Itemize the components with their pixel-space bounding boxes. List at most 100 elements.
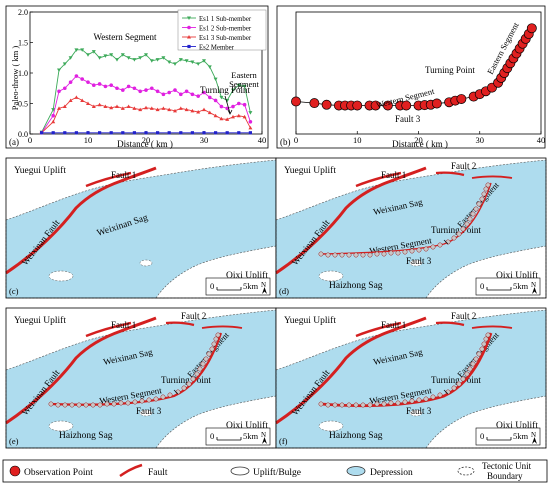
y-axis-label: Paleo-throw ( km )	[10, 46, 20, 111]
haizhong-sag-label: Haizhong Sag	[329, 431, 383, 441]
y-tick-label-a: 1.5	[18, 39, 28, 48]
x-tick-label-a: 20	[142, 135, 151, 145]
data-point	[144, 53, 148, 57]
data-point	[207, 110, 212, 115]
western-segment-label: Western Segment	[93, 32, 157, 42]
yuegui-uplift-label: Yuegui Uplift	[284, 315, 336, 326]
data-point	[138, 89, 142, 94]
observation-point	[409, 398, 415, 404]
data-point	[103, 104, 108, 109]
data-point	[51, 113, 55, 118]
observation-point	[318, 251, 324, 257]
observation-point	[526, 23, 537, 34]
data-point	[109, 105, 114, 110]
data-point	[173, 108, 177, 113]
fault-trace-chart: 0 10 20 30 40	[291, 11, 546, 145]
observation-point	[467, 216, 473, 222]
observation-point	[456, 94, 467, 104]
fault-2-line	[471, 325, 513, 329]
map-frame	[275, 157, 547, 299]
observation-point	[360, 402, 366, 408]
observation-point	[481, 341, 487, 347]
observation-point	[451, 235, 457, 241]
data-point	[202, 131, 206, 135]
data-point	[86, 53, 90, 57]
observation-point	[200, 361, 206, 367]
fault-1-label: Fault 1	[111, 320, 136, 330]
fault-2-line	[165, 321, 195, 327]
data-point	[225, 131, 229, 135]
panel-a: 0 10 20 30 40 0.0 0.5 1.0 1.5 2.0 (a) Paleo-throw…	[5, 5, 269, 149]
observation-point	[423, 246, 429, 252]
data-point	[219, 95, 224, 100]
observation-point	[291, 96, 301, 107]
data-point	[109, 53, 114, 57]
observation-point	[186, 381, 192, 387]
legend-observation-point: Observation Point	[24, 468, 93, 478]
data-point	[237, 131, 241, 135]
data-point	[51, 131, 55, 135]
observation-point	[479, 196, 485, 202]
data-point	[132, 58, 137, 62]
observation-point	[325, 402, 331, 408]
fault-2-label: Fault 2	[451, 161, 476, 171]
data-point	[214, 131, 218, 135]
data-point	[86, 101, 90, 105]
legend-a-marker	[187, 25, 191, 30]
data-point	[120, 53, 125, 57]
panel-b: 0 10 20 30 40 (b) Distance ( km ) Turning Po…	[276, 5, 546, 149]
data-point	[74, 74, 79, 78]
data-point	[213, 113, 218, 118]
data-point	[132, 106, 137, 110]
north-arrow-icon	[262, 287, 267, 294]
observation-point	[483, 186, 489, 192]
data-point	[242, 114, 247, 119]
data-point	[62, 104, 67, 109]
data-point	[68, 98, 73, 102]
data-point	[167, 131, 171, 135]
data-point	[144, 88, 148, 92]
panel-b-tag: (b)	[280, 137, 291, 147]
data-point	[184, 107, 189, 112]
observation-point	[48, 401, 54, 407]
legend-fault: Fault	[148, 468, 168, 478]
qixi-uplift-label: Qixi Uplift	[496, 420, 538, 431]
x-tick-label-a: 40	[258, 135, 267, 145]
observation-point	[104, 401, 110, 407]
data-point	[121, 131, 125, 135]
data-point	[144, 105, 148, 110]
observation-point	[381, 401, 387, 407]
observation-point	[213, 336, 219, 342]
observation-point	[153, 396, 159, 402]
turning-point-label-b: Turning Point	[425, 65, 475, 75]
x-tick-label-b: 30	[476, 135, 485, 145]
data-point	[208, 95, 212, 100]
y-tick-label-a: 2.0	[18, 8, 28, 17]
data-point	[86, 131, 90, 135]
data-point	[213, 77, 218, 82]
observation-point	[416, 397, 422, 403]
data-point	[155, 89, 160, 94]
data-point	[167, 107, 172, 112]
observation-point	[416, 247, 422, 253]
north-arrow-icon	[532, 437, 537, 444]
observation-point	[470, 211, 476, 217]
observation-point	[437, 242, 443, 248]
data-point	[190, 131, 194, 135]
legend-a-entry: Es2 Member	[199, 45, 235, 52]
fault-3-label-b: Fault 3	[395, 114, 421, 124]
x-tick-label-b: 40	[537, 135, 546, 145]
data-point	[225, 117, 230, 121]
scale-zero: 0	[480, 431, 484, 441]
observation-point	[388, 400, 394, 406]
observation-point	[382, 100, 393, 111]
uplift-icon	[230, 466, 250, 476]
scale-label: 5km	[243, 281, 259, 291]
data-point	[51, 108, 56, 112]
observation-point	[374, 401, 380, 407]
red-circle-icon	[9, 465, 21, 477]
observation-point	[118, 400, 124, 406]
